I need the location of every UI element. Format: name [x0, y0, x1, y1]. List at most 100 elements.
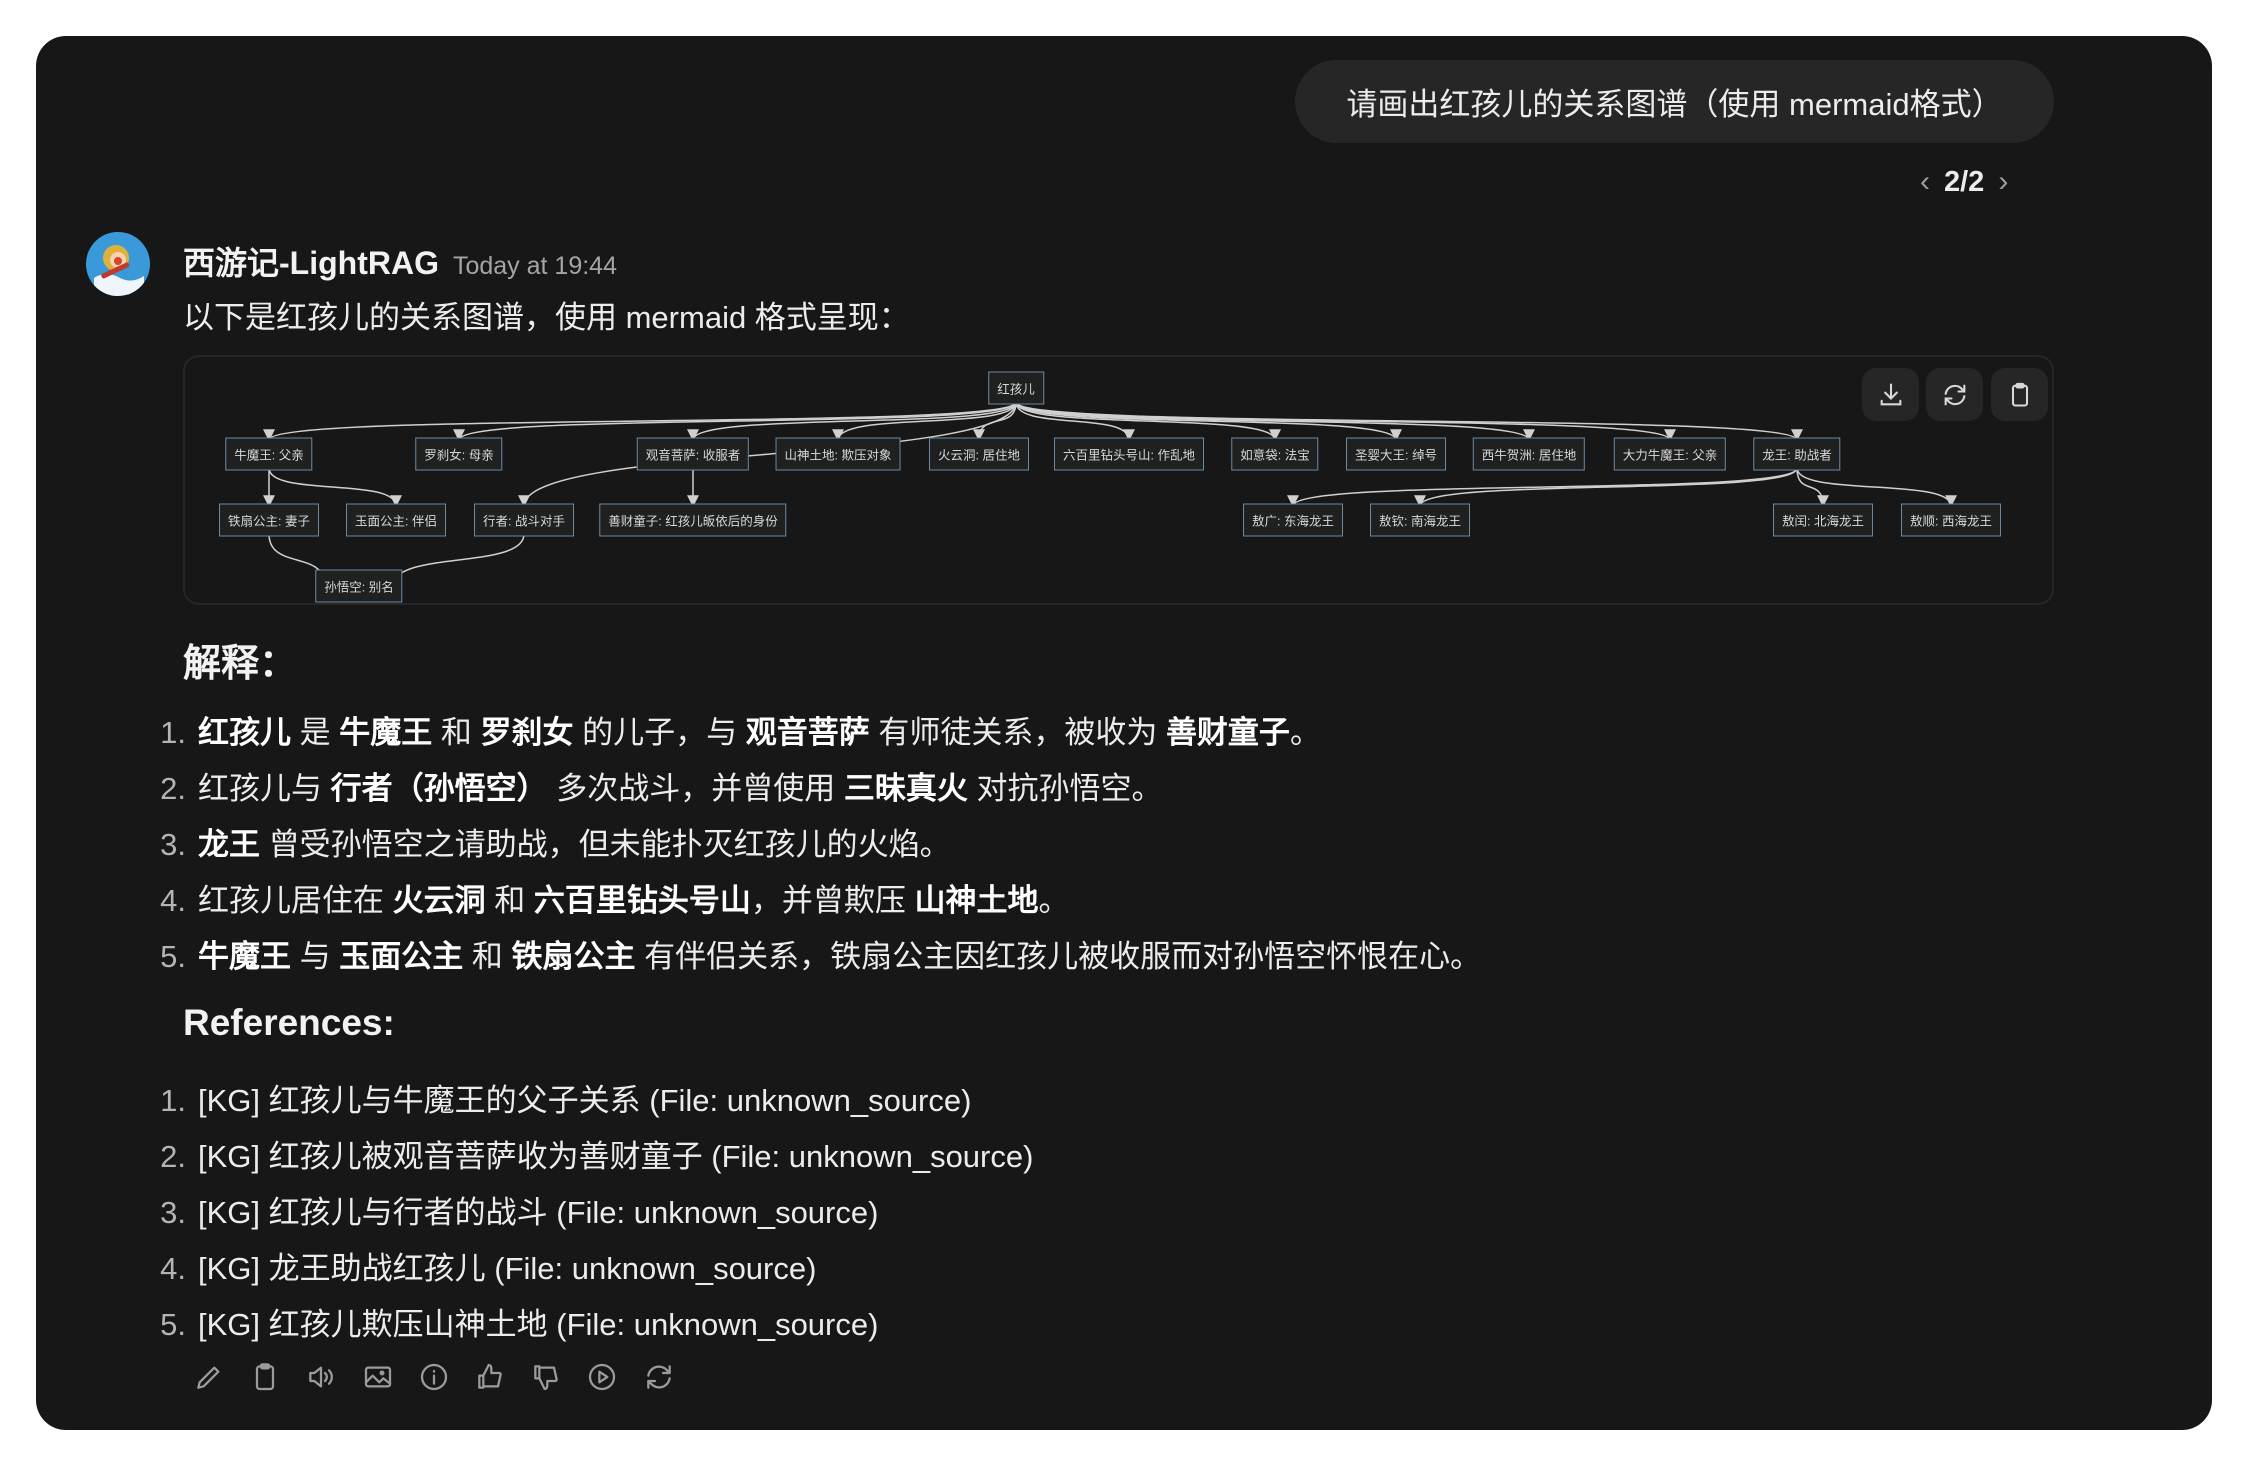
avatar: [86, 232, 150, 296]
text-segment: 的儿子，与: [573, 715, 746, 750]
response-pager: ‹ 2/2 ›: [1920, 162, 2008, 202]
text-segment: 是: [291, 715, 340, 750]
diagram-node-root: 红孩儿: [988, 371, 1044, 405]
rerender-button[interactable]: [1926, 368, 1983, 421]
copy-diagram-button[interactable]: [1991, 368, 2048, 421]
chevron-right-icon[interactable]: ›: [1998, 165, 2009, 198]
info-button[interactable]: [416, 1359, 452, 1395]
diagram-edge: [1796, 467, 1829, 508]
reference-text: [KG] 红孩儿被观音菩萨收为善财童子 (File: unknown_sourc…: [198, 1139, 1034, 1174]
diagram-node-gy: 观音菩萨: 收服者: [636, 437, 750, 471]
bold-term: 牛魔王: [339, 715, 433, 750]
assistant-name: 西游记-LightRAG: [183, 245, 439, 281]
bold-term: 六百里钻头号山: [533, 883, 751, 918]
user-message-bubble: 请画出红孩儿的关系图谱（使用 mermaid格式）: [1295, 60, 2054, 143]
list-number: 2.: [160, 771, 186, 806]
diagram-edges: [263, 401, 1957, 588]
mermaid-diagram: 红孩儿 牛魔王: 父亲 罗刹女: 母亲 观音菩萨: 收服者 山神土地: 欺压对象 火云洞:…: [183, 355, 2054, 605]
read-aloud-button[interactable]: [303, 1359, 339, 1395]
assistant-intro: 以下是红孩儿的关系图谱，使用 mermaid 格式呈现：: [183, 300, 910, 335]
diagram-node-ar: 敖闰: 北海龙王: [1773, 503, 1873, 537]
diagram-node-scz: 善财童子: 红孩儿皈依后的身份: [599, 503, 787, 537]
thumbs-up-icon: [478, 1363, 502, 1389]
text-segment: 有师徒关系，被收为: [869, 715, 1166, 750]
explanation-item: 3. 龙王 曾受孙悟空之请助战，但未能扑灭红孩儿的火焰。: [134, 819, 951, 864]
text-segment: 红孩儿居住在: [198, 883, 393, 918]
diagram-node-ryd: 如意袋: 法宝: [1231, 437, 1319, 471]
edit-button[interactable]: [191, 1359, 227, 1395]
play-icon: [589, 1363, 616, 1391]
reference-item: 1. [KG] 红孩儿与牛魔王的父子关系 (File: unknown_sourc…: [134, 1075, 971, 1120]
text-segment: 和: [463, 939, 512, 974]
diagram-node-xn: 西牛贺洲: 居住地: [1472, 437, 1586, 471]
bold-term: 铁扇公主: [511, 939, 636, 974]
diagram-node-xz: 行者: 战斗对手: [474, 503, 574, 537]
regenerate-icon: [646, 1365, 671, 1389]
diagram-edge: [1287, 467, 1798, 508]
explanation-item: 1. 红孩儿 是 牛魔王 和 罗刹女 的儿子，与 观音菩萨 有师徒关系，被收为 善…: [134, 707, 1321, 752]
copy-icon: [256, 1363, 275, 1391]
reference-text: [KG] 龙王助战红孩儿 (File: unknown_source): [198, 1251, 817, 1286]
bold-term: 罗刹女: [480, 715, 574, 750]
bold-term: 行者（孙悟空）: [330, 771, 548, 806]
text-segment: 。: [1038, 883, 1070, 918]
list-number: 5.: [160, 1307, 186, 1342]
chevron-left-icon[interactable]: ‹: [1920, 165, 1930, 198]
chat-window: [36, 36, 2212, 1430]
diagram-edge: [1414, 467, 1798, 508]
text-segment: 有伴侣关系，铁扇公主因红孩儿被收服而对孙悟空怀恨在心。: [635, 939, 1482, 974]
diagram-node-dl: 大力牛魔王: 父亲: [1613, 437, 1727, 471]
diagram-edge: [1015, 401, 1402, 442]
diagram-node-as: 敖顺: 西海龙王: [1901, 503, 2001, 537]
text-segment: 和: [485, 883, 534, 918]
diagram-node-nmw: 牛魔王: 父亲: [225, 437, 313, 471]
text-segment: 多次战斗，并曾使用: [547, 771, 844, 806]
diagram-node-lcn: 罗刹女: 母亲: [415, 437, 503, 471]
bold-term: 玉面公主: [339, 939, 464, 974]
diagram-node-hyd: 火云洞: 居住地: [929, 437, 1029, 471]
diagram-edge: [1015, 401, 1281, 442]
diagram-edge: [973, 401, 1017, 442]
user-message-text: 请画出红孩儿的关系图谱（使用 mermaid格式）: [1346, 87, 2003, 122]
list-number: 1.: [160, 715, 186, 750]
list-number: 5.: [160, 939, 186, 974]
diagram-node-ag: 敖广: 东海龙王: [1243, 503, 1343, 537]
download-icon: [1880, 382, 1901, 405]
diagram-edge: [1015, 401, 1535, 442]
text-segment: ，并曾欺压: [750, 883, 915, 918]
clipboard-icon: [2011, 382, 2028, 407]
diagram-node-swk: 孙悟空: 别名: [315, 569, 403, 603]
text-segment: 红孩儿与: [198, 771, 331, 806]
bold-term: 观音菩萨: [745, 715, 870, 750]
text-segment: 和: [432, 715, 481, 750]
edit-icon: [197, 1366, 220, 1389]
play-button[interactable]: [584, 1359, 620, 1395]
reference-text: [KG] 红孩儿欺压山神土地 (File: unknown_source): [198, 1307, 879, 1342]
download-button[interactable]: [1862, 368, 1919, 421]
copy-button[interactable]: [247, 1359, 283, 1395]
diagram-edge: [387, 533, 525, 588]
list-number: 3.: [160, 827, 186, 862]
reference-item: 4. [KG] 龙王助战红孩儿 (File: unknown_source): [134, 1243, 816, 1288]
diagram-edge: [1015, 401, 1135, 442]
diagram-edge: [1015, 401, 1803, 442]
list-number: 2.: [160, 1139, 186, 1174]
bold-term: 红孩儿: [198, 715, 291, 750]
explanation-item: 5. 牛魔王 与 玉面公主 和 铁扇公主 有伴侣关系，铁扇公主因红孩儿被收服而对孙…: [134, 931, 1481, 976]
explanation-item: 2. 红孩儿与 行者（孙悟空） 多次战斗，并曾使用 三昧真火 对抗孙悟空。: [134, 763, 1162, 808]
regenerate-button[interactable]: [641, 1359, 677, 1395]
text-segment: 与: [291, 939, 340, 974]
message-timestamp: Today at 19:44: [452, 252, 617, 280]
diagram-node-sy: 圣婴大王: 绰号: [1346, 437, 1446, 471]
bold-term: 三昧真火: [843, 771, 968, 806]
image-button[interactable]: [360, 1359, 396, 1395]
pager-label: 2/2: [1944, 165, 1985, 198]
thumbs-up-button[interactable]: [472, 1359, 508, 1395]
diagram-node-aq: 敖钦: 南海龙王: [1370, 503, 1470, 537]
thumbs-down-icon: [534, 1365, 558, 1391]
diagram-edge: [1796, 467, 1957, 508]
text-segment: 曾受孙悟空之请助战，但未能扑灭红孩儿的火焰。: [260, 827, 951, 862]
image-icon: [364, 1366, 391, 1388]
bold-term: 龙王: [198, 827, 260, 862]
thumbs-down-button[interactable]: [528, 1359, 564, 1395]
